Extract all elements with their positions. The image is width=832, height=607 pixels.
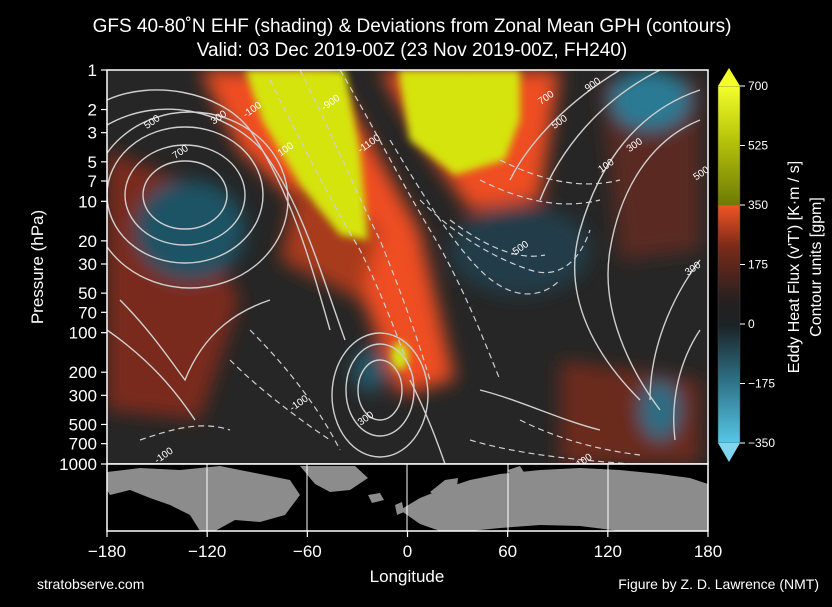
footer-right: Figure by Z. D. Lawrence (NMT) — [618, 576, 819, 592]
colorbar-tick-label: 175 — [748, 258, 768, 272]
y-tick-label: 3 — [88, 124, 97, 143]
y-tick-label: 20 — [78, 232, 97, 251]
ehf-region-blue-upper-right — [610, 70, 690, 130]
colorbar-tick-label: 0 — [748, 317, 755, 331]
colorbar-tick-label: 525 — [748, 139, 768, 153]
x-axis: −180 −120 −60 0 60 120 180 — [88, 531, 722, 561]
x-tick-label: 0 — [403, 542, 412, 561]
chart-title: GFS 40-80˚N EHF (shading) & Deviations f… — [93, 16, 732, 37]
colorbar-tick-label: −175 — [748, 377, 775, 391]
y-tick-label: 1000 — [59, 455, 97, 474]
y-tick-label: 10 — [78, 192, 97, 211]
footer-left: stratobserve.com — [37, 576, 144, 592]
colorbar-body — [717, 85, 741, 444]
gph-contours — [107, 70, 701, 464]
land-greenland — [300, 466, 368, 492]
ehf-region-blue-center — [450, 205, 590, 295]
y-tick-label: 7 — [88, 172, 97, 191]
land-north-america — [107, 466, 300, 531]
colorbar-max-arrow — [718, 68, 740, 86]
land-scandinavia — [430, 478, 458, 503]
ehf-region-red-right — [600, 80, 700, 260]
colorbar-ticks: 700 525 350 175 0 −175 −350 — [740, 79, 775, 450]
y-tick-label: 1 — [88, 61, 97, 80]
land-eurasia — [400, 468, 708, 531]
y-tick-label: 500 — [69, 415, 97, 434]
land-britain — [395, 502, 404, 515]
x-tick-label: 120 — [594, 542, 622, 561]
colorbar-label: Eddy Heat Flux (v'T') [K·m / s] — [786, 161, 803, 373]
y-tick-label: 5 — [88, 153, 97, 172]
land-novaya-zemlya — [508, 466, 525, 478]
ehf-region-red-mid — [280, 170, 380, 300]
x-tick-label: 180 — [694, 542, 722, 561]
x-tick-label: −120 — [188, 542, 226, 561]
map-gridlines — [206, 464, 609, 531]
y-tick-label: 70 — [78, 303, 97, 322]
colorbar-tick-label: 700 — [748, 79, 768, 93]
x-axis-label: Longitude — [370, 567, 445, 586]
gph-contours-negative — [139, 70, 641, 464]
chart-subtitle: Valid: 03 Dec 2019-00Z (23 Nov 2019-00Z,… — [197, 40, 628, 61]
x-tick-label: 60 — [498, 542, 517, 561]
ehf-region-blue-lower-center — [352, 348, 388, 392]
y-tick-label: 700 — [69, 435, 97, 454]
y-axis-label: Pressure (hPa) — [28, 210, 47, 324]
colorbar-tick-label: 350 — [748, 198, 768, 212]
y-tick-label: 300 — [69, 386, 97, 405]
colorbar-label-secondary: Contour units [gpm] — [808, 197, 825, 337]
y-tick-label: 100 — [69, 324, 97, 343]
colorbar: 700 525 350 175 0 −175 −350 Eddy Heat Flux (v'… — [717, 68, 825, 462]
y-tick-label: 2 — [88, 101, 97, 120]
x-tick-label: −60 — [293, 542, 322, 561]
land-iceland — [368, 493, 384, 503]
y-tick-label: 50 — [78, 284, 97, 303]
colorbar-min-arrow — [718, 443, 740, 462]
y-tick-label: 200 — [69, 363, 97, 382]
colorbar-tick-label: −350 — [748, 436, 775, 450]
x-tick-label: −180 — [88, 542, 126, 561]
y-tick-label: 30 — [78, 255, 97, 274]
ehf-region-blue-left — [135, 180, 245, 280]
